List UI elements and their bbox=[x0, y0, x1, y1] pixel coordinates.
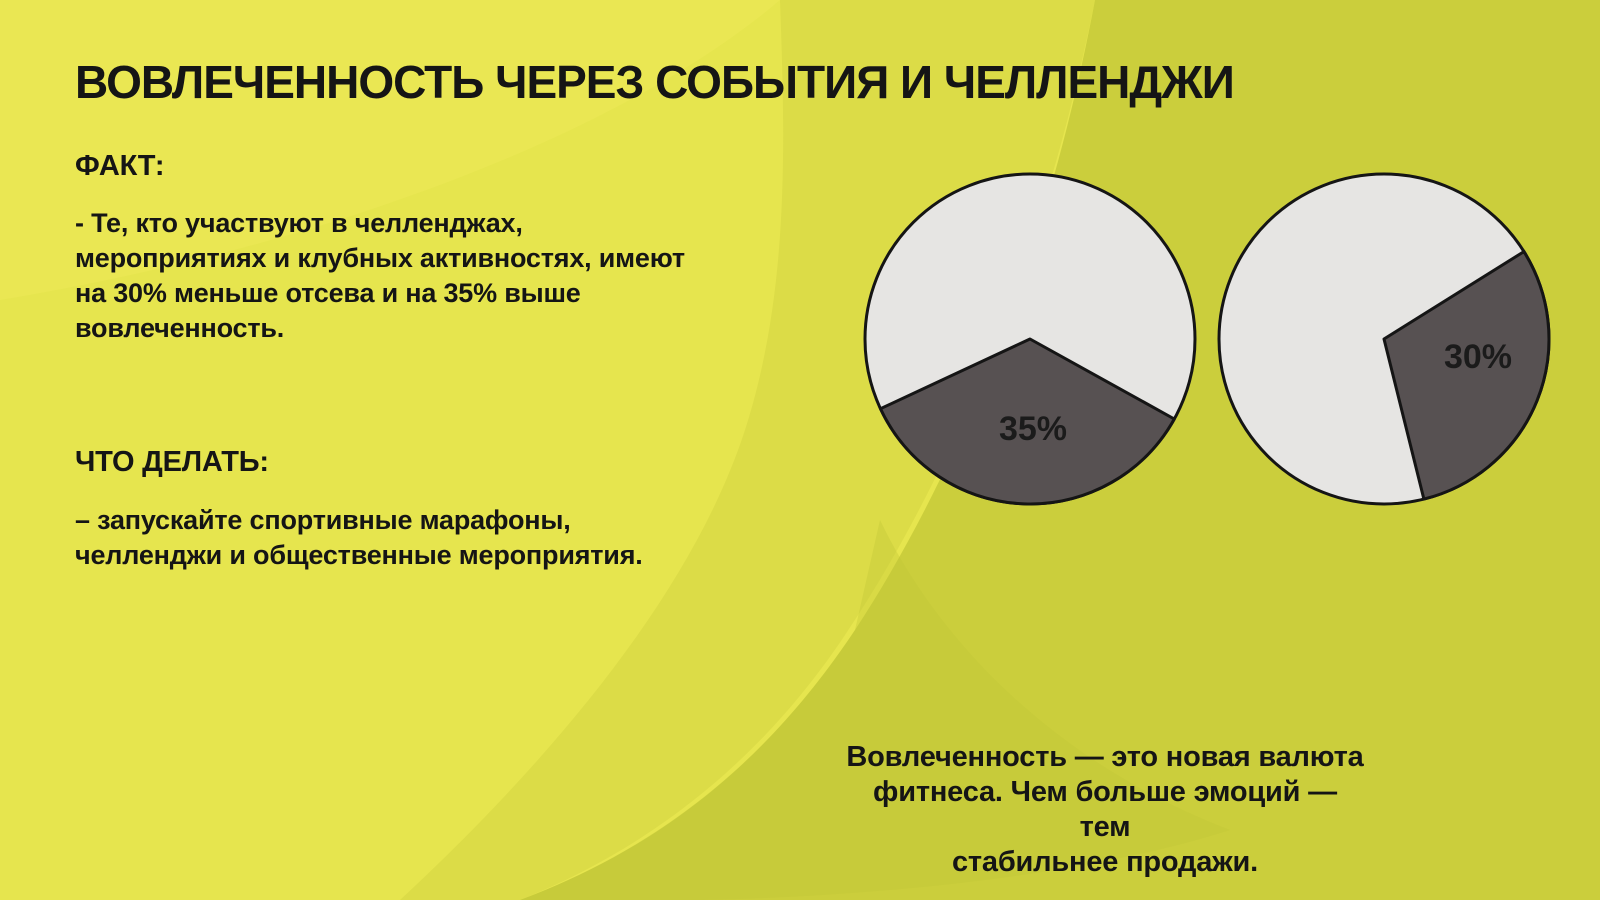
pie-slice bbox=[879, 337, 1176, 506]
pie-chart-engagement: 30% bbox=[1217, 172, 1551, 506]
background-sweep-shape bbox=[520, 520, 1230, 900]
todo-body: – запускайте спортивные марафоны, челлен… bbox=[75, 505, 643, 570]
slide-title: ВОВЛЕЧЕННОСТЬ ЧЕРЕЗ СОБЫТИЯ И ЧЕЛЛЕНДЖИ bbox=[75, 56, 1235, 108]
fact-body: - Те, кто участвуют в челленджах, меропр… bbox=[75, 208, 685, 343]
pie-slice bbox=[1382, 250, 1551, 501]
pie-chart-retention: 35% bbox=[863, 172, 1197, 506]
background-highlight-shape bbox=[0, 0, 780, 300]
pie-slice-label: 35% bbox=[999, 410, 1067, 448]
caption: Вовлеченность — это новая валюта фитнеса… bbox=[846, 741, 1364, 878]
todo-heading: ЧТО ДЕЛАТЬ: bbox=[75, 446, 269, 478]
pie-slice-label: 30% bbox=[1444, 338, 1512, 376]
fact-heading: ФАКТ: bbox=[75, 150, 165, 182]
